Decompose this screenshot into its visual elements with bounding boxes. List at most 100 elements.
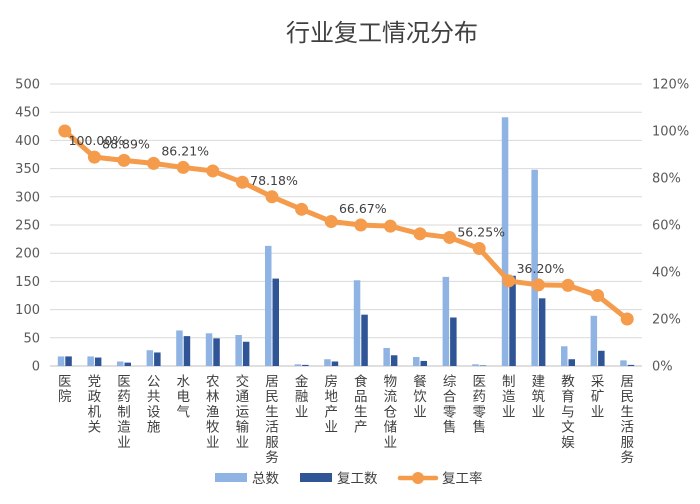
bar-resumed: [331, 361, 339, 366]
legend-swatch-resumed: [300, 473, 332, 482]
rate-marker: [502, 274, 516, 288]
rate-data-label: 36.20%: [517, 261, 565, 276]
bar-resumed: [213, 338, 220, 366]
rate-marker: [58, 124, 72, 138]
bar-total: [561, 346, 568, 366]
category-label: 金融业: [295, 374, 309, 420]
category-label: 医院: [58, 374, 72, 405]
chart-title: 行业复工情况分布: [286, 19, 478, 47]
category-label: 交通运输业: [236, 373, 250, 451]
left-y-tick-label: 50: [23, 331, 40, 346]
rate-marker: [324, 214, 338, 228]
bar-resumed: [598, 350, 605, 366]
category-label: 食品生产: [354, 373, 368, 436]
bar-resumed: [479, 365, 487, 366]
rate-marker: [443, 230, 457, 244]
category-label: 居民生活服务: [620, 374, 634, 466]
left-y-tick-label: 450: [15, 106, 40, 121]
bar-total: [294, 364, 302, 366]
right-y-tick-label: 80%: [652, 172, 681, 187]
right-y-tick-label: 0%: [652, 360, 673, 375]
bar-resumed: [154, 352, 161, 366]
left-y-tick-label: 0: [32, 360, 40, 375]
category-label: 采矿业: [591, 374, 605, 420]
category-label: 物流仓储业: [384, 374, 398, 451]
bar-total: [117, 361, 124, 366]
bar-total: [413, 356, 420, 366]
rate-marker: [591, 289, 605, 302]
category-label: 公共设施: [147, 374, 161, 436]
rate-marker: [472, 242, 486, 255]
left-y-tick-label: 100: [15, 303, 40, 318]
rate-marker: [383, 219, 397, 233]
bar-total: [205, 333, 213, 366]
rate-marker: [531, 278, 545, 292]
bar-resumed: [183, 336, 191, 366]
right-y-axis: 0% 20% 40% 60% 80% 100% 120%: [652, 78, 689, 375]
category-label: 建筑业: [532, 374, 546, 420]
rate-marker: [87, 150, 101, 164]
right-y-tick-label: 120%: [652, 78, 689, 93]
rate-data-label: 86.21%: [161, 143, 209, 158]
bar-resumed: [124, 362, 131, 366]
bar-resumed: [390, 355, 398, 366]
bar-total: [442, 276, 450, 366]
rate-marker: [265, 190, 279, 204]
bar-total: [146, 350, 154, 366]
bar-total: [353, 280, 361, 366]
bar-total: [324, 359, 331, 366]
left-y-tick-label: 500: [15, 78, 40, 93]
legend-label: 复工率: [442, 470, 483, 487]
left-y-tick-label: 250: [15, 219, 40, 234]
category-label: 综合零售: [443, 374, 457, 436]
category-label: 医药制造业: [117, 374, 131, 451]
bar-resumed: [627, 364, 635, 366]
left-y-tick-label: 150: [15, 275, 40, 290]
category-label: 餐饮业: [413, 374, 427, 420]
bar-total: [620, 360, 627, 366]
rate-marker: [176, 160, 190, 174]
rate-marker: [117, 153, 131, 167]
bar-resumed: [509, 275, 516, 366]
bar-series: [57, 117, 635, 366]
bar-resumed: [420, 360, 427, 366]
bar-total: [57, 356, 65, 366]
category-label: 水电气: [176, 374, 190, 420]
rate-marker: [561, 278, 575, 292]
category-label: 房地产业: [324, 374, 338, 436]
category-label: 居民生活服务: [265, 374, 279, 466]
rate-data-label: 100.00%: [69, 133, 125, 148]
rate-marker: [413, 227, 427, 241]
bar-resumed: [568, 359, 575, 366]
left-y-tick-label: 400: [15, 134, 40, 149]
bar-resumed: [450, 317, 457, 366]
rate-marker: [206, 164, 220, 178]
bar-resumed: [242, 341, 250, 366]
rate-marker: [354, 218, 368, 232]
left-y-tick-label: 200: [15, 247, 40, 262]
bar-total: [235, 334, 242, 366]
rate-data-label: 56.25%: [457, 225, 505, 240]
legend: 总数 复工数 复工率: [215, 470, 483, 487]
category-axis: 医院 党政机关 医药制造业 公共设施 水电气 农林渔牧业 交通运输业 居民生活服务 金融业 房地产…: [58, 373, 634, 466]
bar-total: [265, 245, 272, 366]
left-y-tick-label: 350: [15, 162, 40, 177]
bar-resumed: [361, 314, 368, 366]
rate-data-label: 66.67%: [339, 201, 387, 216]
bar-total: [383, 347, 390, 366]
right-y-tick-label: 40%: [652, 266, 681, 281]
bar-resumed: [65, 356, 72, 366]
bar-total: [501, 117, 509, 366]
legend-swatch-total: [215, 473, 247, 482]
category-label: 党政机关: [88, 374, 102, 436]
right-y-tick-label: 100%: [652, 125, 689, 140]
legend-marker-rate: [412, 472, 424, 484]
right-y-tick-label: 20%: [652, 313, 681, 328]
rate-marker: [235, 175, 249, 189]
rate-data-label: 78.18%: [250, 173, 298, 188]
bar-total: [590, 315, 598, 366]
bar-total: [472, 364, 479, 366]
category-label: 教育与文娱: [561, 374, 575, 451]
